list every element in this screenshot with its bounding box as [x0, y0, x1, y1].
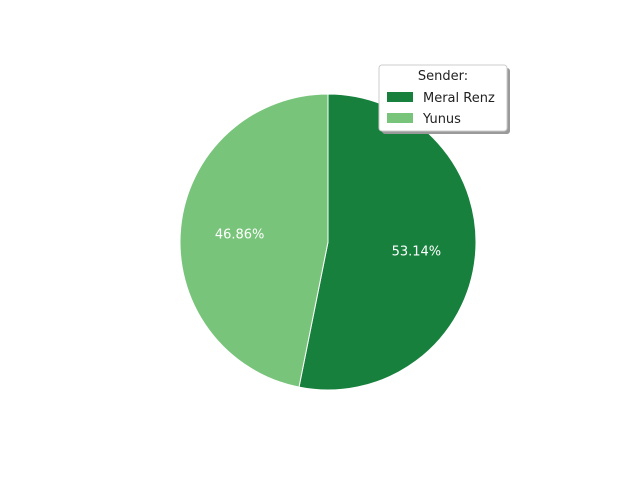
pie-slices	[179, 93, 477, 391]
legend-swatch-yunus	[387, 113, 413, 123]
pie-labels: 53.14% 46.86%	[215, 227, 441, 259]
pie-slice-yunus	[179, 93, 329, 388]
legend-label-yunus: Yunus	[422, 112, 461, 127]
legend-label-meral-renz: Meral Renz	[423, 91, 495, 106]
legend-title: Sender:	[418, 69, 468, 84]
pie-label-yunus: 46.86%	[215, 227, 265, 242]
legend: Sender: Meral Renz Yunus	[378, 64, 510, 134]
legend-swatch-meral-renz	[387, 92, 413, 102]
pie-label-meral-renz: 53.14%	[392, 245, 442, 260]
